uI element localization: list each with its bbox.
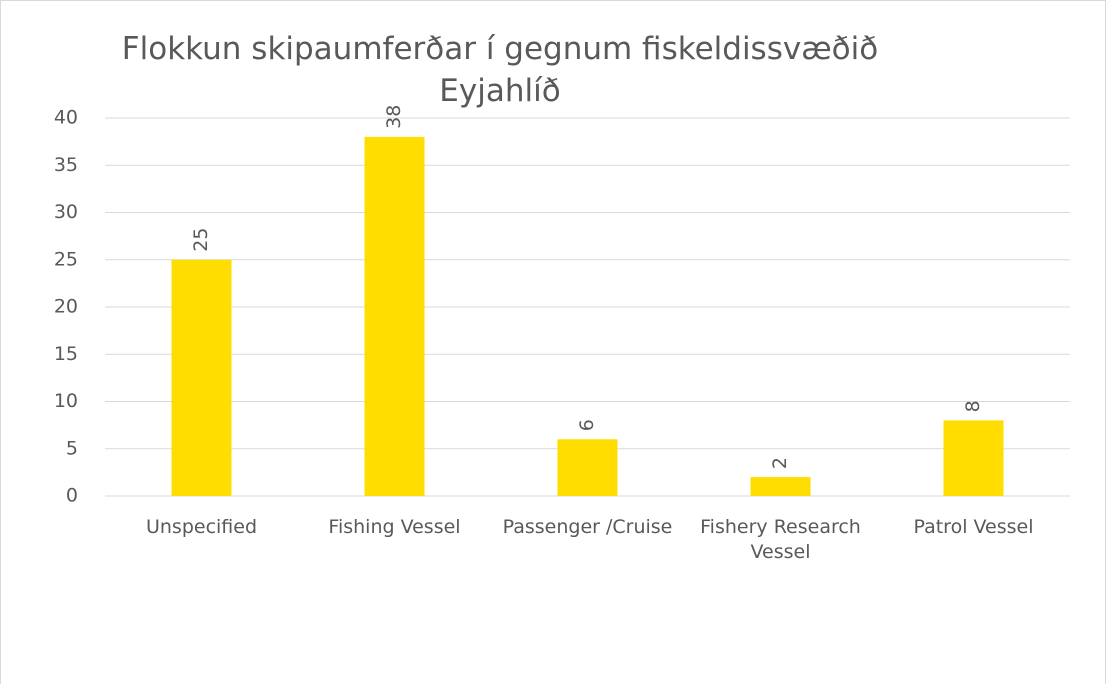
y-tick-label: 5 (66, 437, 78, 459)
bar (557, 439, 618, 496)
y-tick-label: 35 (54, 154, 78, 176)
y-tick-label: 0 (66, 485, 78, 507)
data-label: 6 (576, 419, 598, 431)
bar (171, 259, 232, 496)
y-tick-label: 30 (54, 201, 78, 223)
bar (364, 136, 425, 496)
x-tick-label: Patrol Vessel (913, 516, 1034, 538)
bar (750, 477, 811, 496)
data-label: 2 (769, 457, 791, 469)
y-tick-label: 25 (54, 248, 78, 270)
x-tick-label: Fishery Research Vessel (700, 516, 861, 563)
bar (943, 420, 1004, 496)
chart-title: Flokkun skipaumferðar í gegnum fiskeldis… (121, 31, 879, 109)
y-tick-label: 15 (54, 343, 78, 365)
data-label: 8 (962, 400, 984, 412)
x-tick-label: Passenger ∕Cruise (502, 516, 673, 538)
y-tick-label: 40 (54, 107, 78, 129)
y-tick-label: 10 (54, 390, 78, 412)
x-tick-label: Fishing Vessel (328, 516, 461, 538)
data-label: 25 (190, 228, 212, 252)
y-tick-label: 20 (54, 296, 78, 318)
data-label: 38 (383, 105, 405, 129)
x-tick-label: Unspecified (145, 516, 258, 538)
